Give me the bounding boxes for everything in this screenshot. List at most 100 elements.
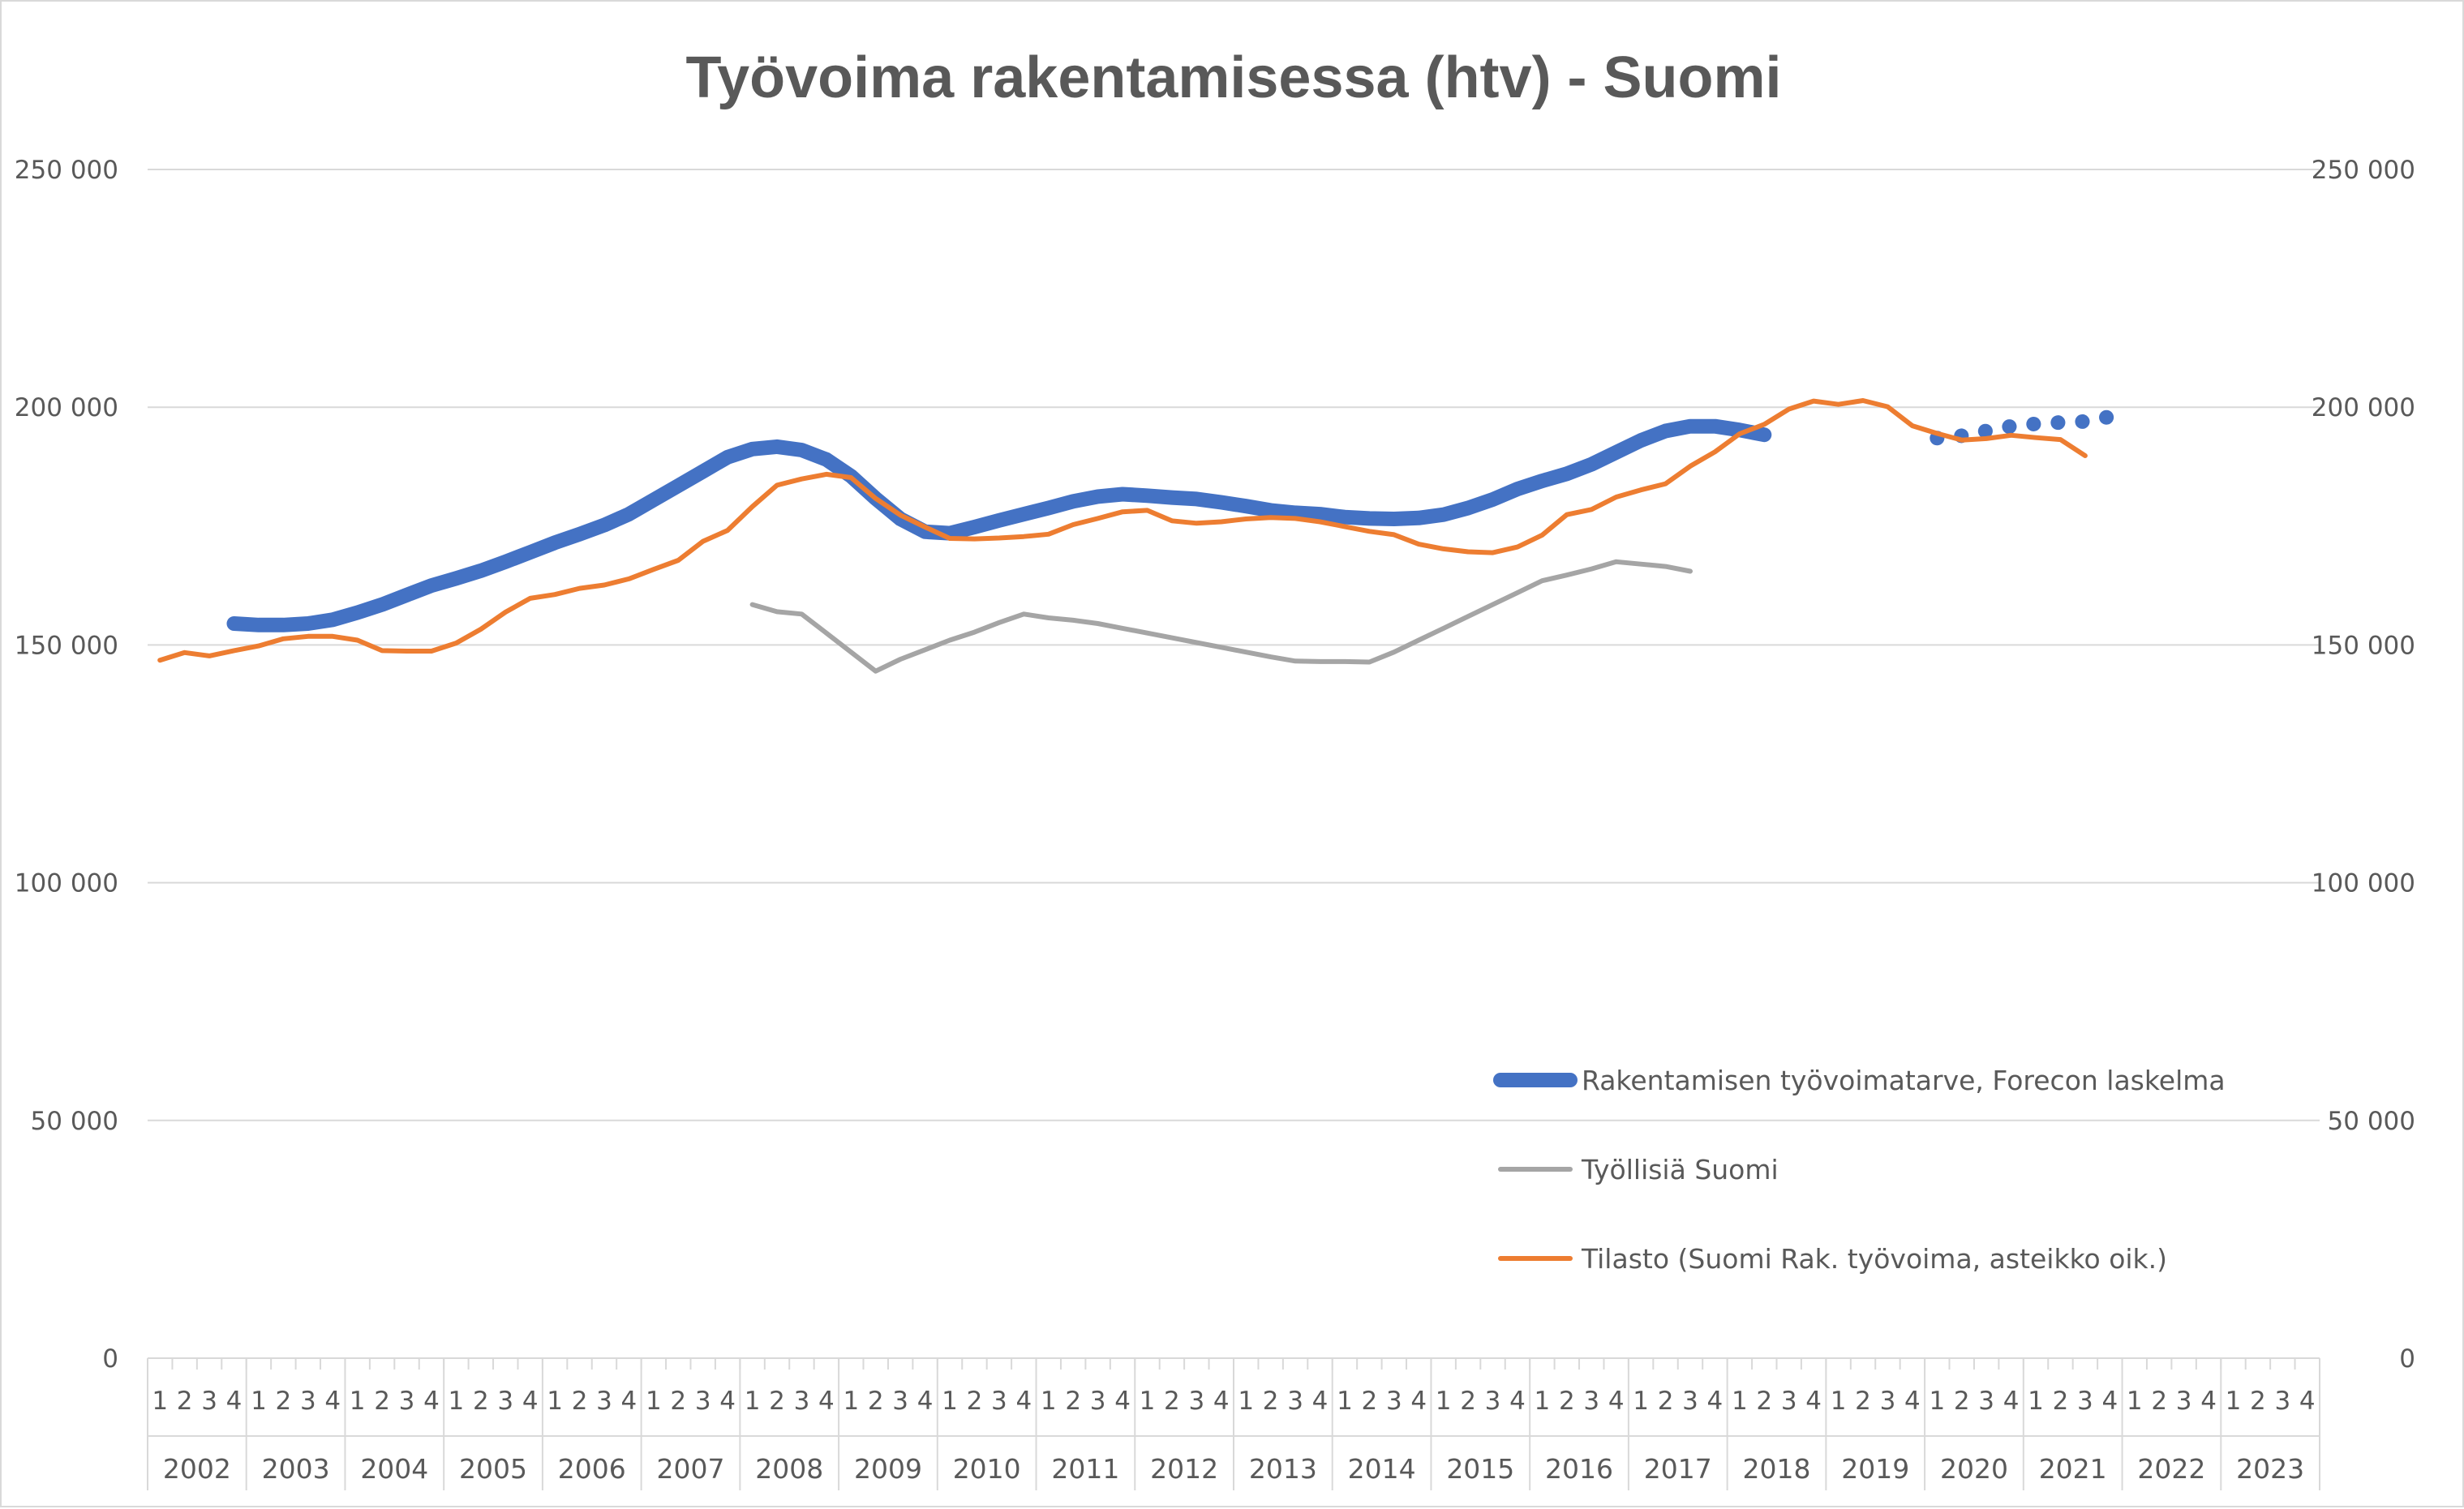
year-label: 2019 bbox=[1841, 1453, 1909, 1485]
quarter-label: 2 bbox=[1658, 1387, 1674, 1416]
series-lines bbox=[157, 398, 2118, 674]
quarter-label: 3 bbox=[1386, 1387, 1402, 1416]
quarter-label: 2 bbox=[1855, 1387, 1871, 1416]
quarter-label: 3 bbox=[596, 1387, 612, 1416]
series-line-rakentamisen-työvoimatarve-forecon-laskelma bbox=[226, 418, 1772, 632]
quarter-label: 4 bbox=[1213, 1387, 1230, 1416]
y-tick-label-left: 250 000 bbox=[15, 156, 118, 185]
quarter-label: 1 bbox=[1436, 1387, 1452, 1416]
quarter-label: 2 bbox=[2151, 1387, 2167, 1416]
quarter-label: 3 bbox=[300, 1387, 316, 1416]
legend-label: Tilasto (Suomi Rak. työvoima, asteikko o… bbox=[1581, 1243, 2167, 1275]
quarter-label: 1 bbox=[350, 1387, 366, 1416]
quarter-label: 1 bbox=[2028, 1387, 2044, 1416]
quarter-label: 4 bbox=[719, 1387, 736, 1416]
quarter-label: 2 bbox=[670, 1387, 686, 1416]
quarter-label: 1 bbox=[2226, 1387, 2242, 1416]
quarter-label: 4 bbox=[2101, 1387, 2118, 1416]
quarter-label: 1 bbox=[1929, 1387, 1945, 1416]
year-label: 2016 bbox=[1545, 1453, 1613, 1485]
quarter-label: 1 bbox=[942, 1387, 958, 1416]
quarter-label: 3 bbox=[695, 1387, 711, 1416]
year-label: 2020 bbox=[1940, 1453, 2008, 1485]
quarter-label: 3 bbox=[1090, 1387, 1106, 1416]
quarter-label: 1 bbox=[251, 1387, 267, 1416]
year-label: 2004 bbox=[360, 1453, 428, 1485]
quarter-label: 3 bbox=[1485, 1387, 1501, 1416]
quarter-label: 4 bbox=[1410, 1387, 1427, 1416]
series-line-työllisiä-suomi bbox=[749, 559, 1693, 674]
quarter-label: 2 bbox=[868, 1387, 884, 1416]
y-tick-label-left: 100 000 bbox=[15, 869, 118, 898]
quarter-label: 1 bbox=[843, 1387, 859, 1416]
quarter-label: 4 bbox=[621, 1387, 637, 1416]
quarter-label: 3 bbox=[1880, 1387, 1896, 1416]
quarter-label: 2 bbox=[1756, 1387, 1772, 1416]
quarter-label: 1 bbox=[1633, 1387, 1649, 1416]
year-label: 2008 bbox=[755, 1453, 823, 1485]
quarter-label: 2 bbox=[1065, 1387, 1081, 1416]
quarter-label: 4 bbox=[522, 1387, 539, 1416]
year-label: 2009 bbox=[854, 1453, 922, 1485]
year-label: 2010 bbox=[953, 1453, 1021, 1485]
quarter-label: 4 bbox=[2299, 1387, 2316, 1416]
year-label: 2007 bbox=[657, 1453, 725, 1485]
quarter-label: 4 bbox=[2003, 1387, 2020, 1416]
year-label: 2013 bbox=[1249, 1453, 1317, 1485]
quarter-label: 3 bbox=[892, 1387, 908, 1416]
quarter-label: 2 bbox=[2250, 1387, 2266, 1416]
y-tick-label-right: 50 000 bbox=[2328, 1107, 2415, 1136]
quarter-label: 3 bbox=[1583, 1387, 1599, 1416]
quarter-label: 1 bbox=[2127, 1387, 2143, 1416]
year-label: 2015 bbox=[1446, 1453, 1514, 1485]
quarter-label: 3 bbox=[201, 1387, 217, 1416]
y-tick-label-right: 100 000 bbox=[2312, 869, 2415, 898]
y-axis-right: 0 50 000 100 000 150 000 200 000 250 000 bbox=[2312, 156, 2415, 1374]
year-label: 2005 bbox=[459, 1453, 527, 1485]
quarter-label: 4 bbox=[226, 1387, 243, 1416]
y-tick-label-right: 200 000 bbox=[2312, 393, 2415, 422]
quarter-label: 3 bbox=[991, 1387, 1007, 1416]
quarter-label: 3 bbox=[2077, 1387, 2093, 1416]
quarter-label: 3 bbox=[2274, 1387, 2290, 1416]
quarter-label: 1 bbox=[152, 1387, 168, 1416]
quarter-label: 1 bbox=[745, 1387, 761, 1416]
y-tick-label-right: 250 000 bbox=[2312, 156, 2415, 185]
quarter-label: 4 bbox=[1312, 1387, 1329, 1416]
quarter-label: 4 bbox=[2200, 1387, 2217, 1416]
quarter-label: 3 bbox=[1978, 1387, 1994, 1416]
y-tick-label-left: 50 000 bbox=[31, 1107, 118, 1136]
quarter-label: 2 bbox=[572, 1387, 588, 1416]
year-label: 2014 bbox=[1348, 1453, 1416, 1485]
quarter-label: 4 bbox=[818, 1387, 835, 1416]
chart-title: Työvoima rakentamisessa (htv) - Suomi bbox=[685, 45, 1781, 110]
quarter-label: 4 bbox=[917, 1387, 934, 1416]
year-label: 2023 bbox=[2236, 1453, 2304, 1485]
quarter-label: 2 bbox=[1460, 1387, 1476, 1416]
quarter-label: 3 bbox=[794, 1387, 810, 1416]
quarter-label: 3 bbox=[399, 1387, 415, 1416]
legend: Rakentamisen työvoimatarve, Forecon lask… bbox=[1493, 1065, 2226, 1275]
quarter-label: 2 bbox=[1164, 1387, 1180, 1416]
quarter-label: 2 bbox=[276, 1387, 292, 1416]
y-tick-label-right: 0 bbox=[2399, 1344, 2415, 1374]
year-label: 2022 bbox=[2137, 1453, 2205, 1485]
quarter-label: 4 bbox=[1707, 1387, 1724, 1416]
quarter-label: 4 bbox=[1904, 1387, 1921, 1416]
year-label: 2012 bbox=[1150, 1453, 1218, 1485]
quarter-label: 2 bbox=[1263, 1387, 1279, 1416]
quarter-label: 1 bbox=[1831, 1387, 1847, 1416]
y-axis-left: 0 50 000 100 000 150 000 200 000 250 000 bbox=[15, 156, 118, 1374]
year-label: 2003 bbox=[262, 1453, 330, 1485]
quarter-label: 2 bbox=[374, 1387, 390, 1416]
quarter-label: 4 bbox=[1015, 1387, 1032, 1416]
year-label: 2021 bbox=[2039, 1453, 2107, 1485]
quarter-label: 3 bbox=[1287, 1387, 1303, 1416]
gridlines bbox=[148, 169, 2320, 1121]
year-label: 2002 bbox=[163, 1453, 231, 1485]
quarter-label: 2 bbox=[473, 1387, 489, 1416]
y-tick-label-left: 200 000 bbox=[15, 393, 118, 422]
quarter-label: 1 bbox=[1238, 1387, 1254, 1416]
quarter-label: 2 bbox=[177, 1387, 193, 1416]
